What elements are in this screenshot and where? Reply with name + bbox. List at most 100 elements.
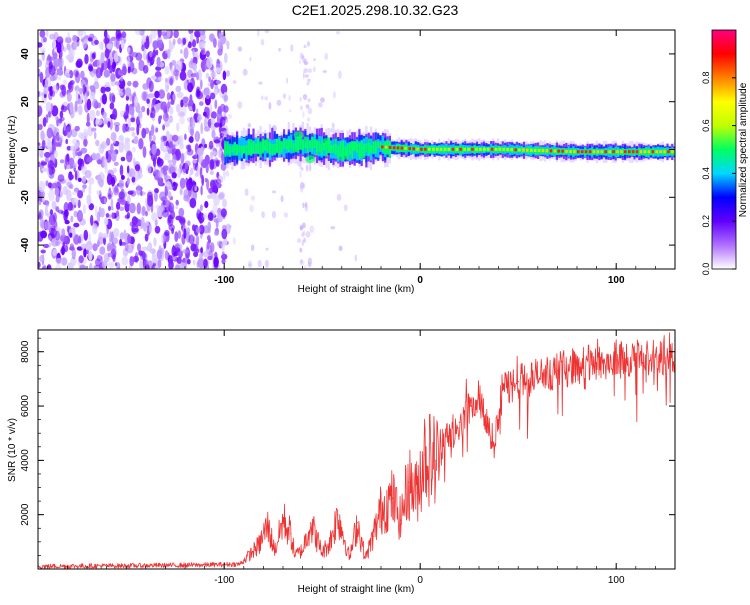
signal-core [651,150,655,154]
noise-blob [64,219,70,225]
noise-blob [173,181,176,187]
signal-core [643,150,647,154]
noise-blob [50,228,57,239]
noise-blob [288,109,292,113]
noise-blob [71,158,74,164]
noise-blob [62,101,68,106]
snr-point [596,362,598,364]
noise-blob [197,113,201,119]
noise-blob [86,194,92,206]
noise-blob [74,125,80,132]
noise-blob [84,170,92,179]
noise-blob [92,243,98,252]
noise-blob [45,156,50,163]
signal-cell [544,148,547,154]
noise-blob [189,197,197,209]
signal-core [388,145,392,149]
noise-blob [192,159,197,164]
noise-blob [190,117,196,130]
noise-blob [77,30,84,37]
noise-blob [121,256,129,266]
noise-blob [38,198,42,206]
signal-core [482,147,486,151]
noise-blob [217,175,224,184]
noise-blob [130,127,135,132]
noise-blob [77,158,83,166]
noise-blob [237,46,243,52]
snr-point [321,552,323,554]
noise-blob [38,180,46,193]
noise-blob [204,126,210,132]
noise-blob [156,249,163,260]
noise-blob [307,98,311,103]
spectrogram-content [38,30,675,269]
snr-point [392,497,394,499]
noise-blob [249,204,254,213]
noise-blob [43,243,50,249]
noise-blob [204,143,208,149]
noise-blob [38,124,43,131]
noise-blob [120,76,124,82]
noise-blob [170,99,175,105]
noise-blob [167,163,174,175]
noise-blob [143,260,149,269]
noise-blob [173,69,180,77]
signal-cell [261,138,264,154]
noise-blob [304,203,308,212]
noise-blob [54,187,60,197]
noise-blob [83,247,87,258]
noise-blob [151,75,157,80]
noise-blob [106,173,113,186]
noise-blob [103,117,107,125]
snr-point [302,549,304,551]
noise-blob [162,135,168,141]
noise-blob [141,91,147,101]
noise-blob [158,89,166,99]
snr-point [251,552,253,554]
signal-cell [299,135,302,150]
noise-blob [172,38,176,46]
noise-blob [120,175,125,180]
noise-blob [74,100,78,112]
noise-blob [97,118,103,126]
noise-blob [143,49,147,61]
noise-blob [64,244,69,253]
noise-blob [214,99,218,109]
snr-frame [37,329,676,570]
signal-cell [586,149,589,155]
noise-blob [109,92,116,104]
noise-blob [307,78,311,82]
noise-blob [48,235,52,240]
noise-blob [126,244,134,254]
noise-blob [145,210,148,217]
noise-blob [95,67,102,79]
signal-cell [598,149,601,155]
noise-blob [56,42,62,54]
noise-blob [53,150,58,159]
noise-blob [66,43,71,50]
noise-blob [307,41,310,47]
noise-blob [97,240,100,248]
noise-blob [220,83,228,95]
noise-blob [301,232,305,238]
noise-blob [117,55,123,66]
signal-cell [388,141,391,158]
noise-blob [217,149,222,158]
signal-cell [377,139,380,158]
noise-blob [100,51,105,64]
noise-blob [204,200,209,209]
noise-blob [61,104,65,111]
signal-core [659,150,662,154]
noise-blob [74,170,78,181]
noise-blob [80,70,85,80]
noise-blob [201,174,205,186]
noise-blob [156,56,161,68]
signal-cell [562,147,566,156]
noise-blob [104,217,109,226]
noise-blob [134,170,140,181]
noise-blob [66,225,70,233]
signal-cell [346,143,349,160]
noise-blob [207,212,214,221]
noise-blob [209,242,215,253]
signal-cell [638,147,641,156]
